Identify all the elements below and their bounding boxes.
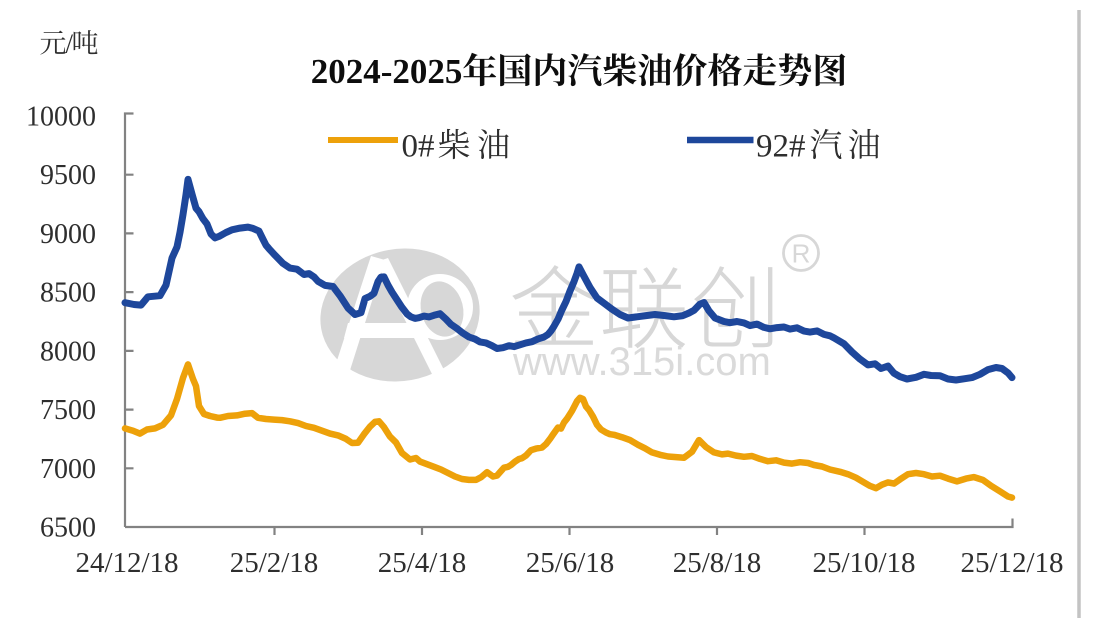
svg-text:25/4/18: 25/4/18: [378, 547, 467, 579]
svg-text:8500: 8500: [40, 278, 96, 309]
svg-text:www.315i.com: www.315i.com: [512, 340, 771, 384]
svg-text:R: R: [792, 238, 811, 268]
svg-text:92#: 92#: [756, 129, 806, 165]
svg-text:8000: 8000: [40, 336, 96, 367]
svg-text:25/10/18: 25/10/18: [812, 547, 915, 579]
svg-text:24/12/18: 24/12/18: [75, 547, 178, 579]
svg-text:/: /: [66, 29, 74, 59]
svg-text:9000: 9000: [40, 219, 96, 250]
svg-text:10000: 10000: [26, 102, 96, 133]
svg-text:6500: 6500: [40, 513, 96, 544]
svg-text:25/12/18: 25/12/18: [960, 547, 1063, 579]
svg-text:25/2/18: 25/2/18: [230, 547, 319, 579]
svg-text:9500: 9500: [40, 160, 96, 191]
svg-text:2024-2025: 2024-2025: [311, 52, 463, 91]
svg-text:25/8/18: 25/8/18: [673, 547, 762, 579]
svg-text:7000: 7000: [40, 454, 96, 485]
svg-text:0#: 0#: [402, 129, 435, 165]
svg-text:7500: 7500: [40, 395, 96, 426]
svg-text:25/6/18: 25/6/18: [526, 547, 615, 579]
